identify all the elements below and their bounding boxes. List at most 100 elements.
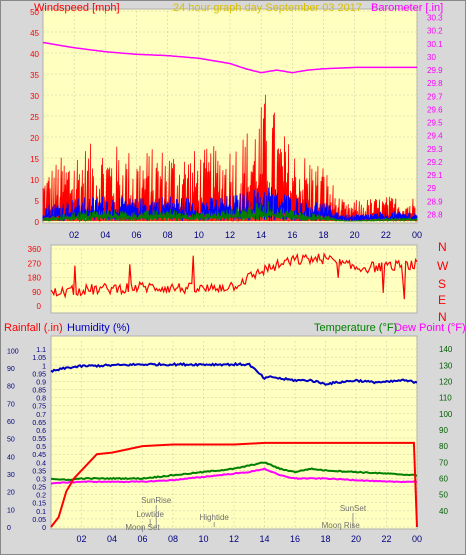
- rain-tick-label: 1.05: [32, 355, 46, 362]
- dewpoint-title: Dew Point (°F): [394, 322, 466, 334]
- barometer-tick-label: 29: [427, 184, 436, 193]
- humidity-tick-label: 40: [7, 454, 15, 461]
- wind-tick-label: 0: [35, 218, 40, 227]
- temperature-tick-label: 90: [439, 426, 448, 435]
- barometer-line: [42, 41, 417, 74]
- barometer-tick-label: 29.1: [427, 171, 443, 180]
- wind-x-tick-label: 06: [131, 230, 141, 240]
- rain-tick-label: 0.35: [32, 468, 46, 475]
- graph-date-title: 24 hour graph day September 03 2017: [173, 2, 362, 14]
- wind-x-tick-label: 16: [287, 230, 297, 240]
- event-markers: Lowtide SunRise Moon Set Hightide SunSet Moon…: [125, 496, 367, 532]
- temperature-title: Temperature (°F): [314, 322, 397, 334]
- rain-tick-label: 0.65: [32, 420, 46, 427]
- rain-tick-label: 0.85: [32, 388, 46, 395]
- event-label: Lowtide: [136, 510, 164, 519]
- axis-ticks: 0510152025303540455028.828.92929.129.229…: [7, 8, 453, 544]
- wind-tick-label: 30: [30, 92, 39, 101]
- barometer-tick-label: 29.5: [427, 119, 443, 128]
- compass-n-top: N: [438, 240, 447, 254]
- wind-tick-label: 35: [30, 71, 39, 80]
- humidity-line: [50, 361, 418, 386]
- direction-tick-label: 90: [32, 288, 41, 297]
- event-label: Moon Rise: [322, 521, 361, 530]
- compass-n-bottom: N: [438, 310, 447, 324]
- direction-tick-label: 180: [28, 274, 42, 283]
- humidity-tick-label: 60: [7, 419, 15, 426]
- rain-x-tick-label: 08: [168, 534, 178, 544]
- temperature-tick-label: 120: [439, 377, 453, 386]
- direction-tick-label: 360: [28, 245, 42, 254]
- barometer-title: Barometer [.in]: [371, 2, 443, 14]
- barometer-tick-label: 29.8: [427, 79, 443, 88]
- barometer-tick-label: 30: [427, 53, 436, 62]
- rain-x-tick-label: 18: [320, 534, 330, 544]
- temperature-tick-label: 60: [439, 474, 448, 483]
- event-label: SunSet: [340, 504, 367, 513]
- data-series: [42, 41, 418, 528]
- temperature-tick-label: 130: [439, 361, 453, 370]
- wind-tick-label: 20: [30, 134, 39, 143]
- temperature-line: [50, 461, 418, 482]
- wind-x-tick-label: 08: [163, 230, 173, 240]
- wind-x-tick-label: 18: [318, 230, 328, 240]
- windspeed-title: Windspeed [mph]: [34, 2, 120, 14]
- barometer-tick-label: 29.6: [427, 105, 443, 114]
- wind-x-tick-label: 10: [194, 230, 204, 240]
- rain-tick-label: 0.1: [36, 509, 46, 516]
- barometer-tick-label: 28.8: [427, 210, 443, 219]
- temperature-tick-label: 140: [439, 345, 453, 354]
- rain-tick-label: 0.55: [32, 436, 46, 443]
- rain-x-tick-label: 20: [351, 534, 361, 544]
- barometer-tick-label: 30.2: [427, 27, 443, 36]
- humidity-tick-label: 80: [7, 384, 15, 391]
- humidity-tick-label: 30: [7, 472, 15, 479]
- temperature-tick-label: 100: [439, 410, 453, 419]
- rain-tick-label: 1: [42, 363, 46, 370]
- temperature-tick-label: 70: [439, 458, 448, 467]
- rain-tick-label: 0.15: [32, 501, 46, 508]
- rain-tick-label: 0.25: [32, 485, 46, 492]
- humidity-title: Humidity (%): [67, 322, 130, 334]
- wind-tick-label: 15: [30, 155, 39, 164]
- barometer-tick-label: 29.9: [427, 66, 443, 75]
- rain-tick-label: 0.45: [32, 452, 46, 459]
- event-label: Hightide: [199, 513, 229, 522]
- barometer-tick-label: 29.3: [427, 145, 443, 154]
- wind-x-tick-label: 02: [69, 230, 79, 240]
- wind-tick-label: 5: [35, 197, 40, 206]
- rainfall-title: Rainfall (.in): [4, 322, 63, 334]
- barometer-tick-label: 28.9: [427, 197, 443, 206]
- rain-tick-label: 0.9: [36, 379, 46, 386]
- rain-x-tick-label: 04: [107, 534, 117, 544]
- event-label: Moon Set: [125, 523, 160, 532]
- wind-direction-line: [50, 252, 418, 300]
- rain-tick-label: 0.05: [32, 517, 46, 524]
- wind-tick-label: 25: [30, 113, 39, 122]
- rain-x-tick-label: 22: [381, 534, 391, 544]
- humidity-tick-label: 90: [7, 366, 15, 373]
- wind-x-tick-label: 04: [100, 230, 110, 240]
- temperature-tick-label: 110: [439, 394, 452, 403]
- wind-x-tick-label: 00: [412, 230, 422, 240]
- humidity-tick-label: 10: [7, 507, 15, 514]
- rain-x-tick-label: 02: [76, 534, 86, 544]
- rain-x-tick-label: 12: [229, 534, 239, 544]
- humidity-tick-label: 20: [7, 490, 15, 497]
- grid-lines: [43, 10, 418, 528]
- barometer-tick-label: 29.2: [427, 158, 443, 167]
- rain-tick-label: 0.4: [36, 460, 46, 467]
- compass-s: S: [438, 277, 446, 291]
- direction-tick-label: 270: [28, 259, 42, 268]
- wind-x-tick-label: 12: [225, 230, 235, 240]
- rain-x-tick-label: 14: [259, 534, 269, 544]
- rain-tick-label: 1.1: [36, 347, 46, 354]
- direction-tick-label: 0: [37, 302, 42, 311]
- compass-e: E: [438, 293, 446, 307]
- rain-tick-label: 0.6: [36, 428, 46, 435]
- humidity-tick-label: 50: [7, 437, 15, 444]
- dewpoint-line: [50, 467, 418, 485]
- rain-tick-label: 0.2: [36, 493, 46, 500]
